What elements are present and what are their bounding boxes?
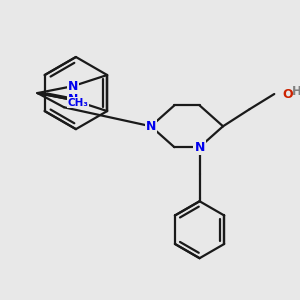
Text: O: O bbox=[283, 88, 293, 100]
Text: N: N bbox=[146, 120, 156, 133]
Text: CH₃: CH₃ bbox=[68, 98, 88, 108]
Text: N: N bbox=[68, 93, 78, 106]
Text: N: N bbox=[68, 80, 78, 93]
Text: N: N bbox=[194, 141, 205, 154]
Text: H: H bbox=[292, 85, 300, 98]
